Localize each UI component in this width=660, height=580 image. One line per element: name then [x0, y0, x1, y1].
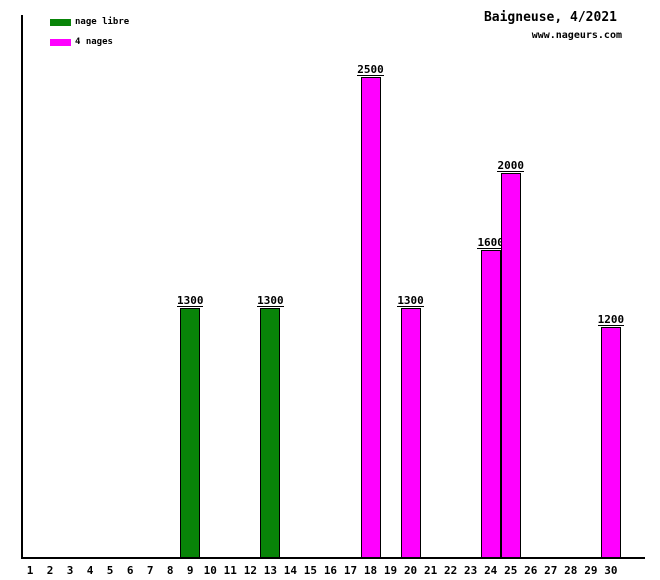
chart-website-link[interactable]: www.nageurs.com: [531, 30, 622, 41]
bar-value-label-day-25: 2000: [497, 159, 524, 172]
legend-swatch-nage-libre: [50, 18, 71, 26]
legend-item-4-nages: 4 nages: [50, 37, 113, 47]
bar-value-label-day-13: 1300: [257, 294, 284, 307]
x-tick-label-26: 26: [524, 564, 538, 577]
x-tick-label-4: 4: [86, 564, 94, 577]
legend-label-nage-libre: nage libre: [75, 17, 130, 27]
bar-day-18: [360, 77, 381, 558]
legend-item-nage-libre: nage libre: [50, 17, 129, 27]
x-tick-label-22: 22: [444, 564, 458, 577]
bar-value-label-day-24: 1600: [477, 236, 504, 249]
bar-day-30: [600, 327, 621, 558]
x-tick-label-9: 9: [186, 564, 194, 577]
x-tick-label-11: 11: [223, 564, 237, 577]
bar-day-24: [480, 250, 501, 558]
legend-swatch-4-nages: [50, 38, 71, 46]
x-tick-label-21: 21: [423, 564, 438, 577]
x-tick-label-17: 17: [343, 564, 358, 577]
x-tick-label-27: 27: [544, 564, 558, 577]
x-tick-label-8: 8: [166, 564, 174, 577]
x-tick-label-3: 3: [66, 564, 74, 577]
x-tick-label-16: 16: [323, 564, 338, 577]
x-tick-label-15: 15: [303, 564, 318, 577]
x-tick-label-19: 19: [383, 564, 398, 577]
y-axis-line: [21, 15, 23, 559]
bar-value-label-day-20: 1300: [397, 294, 424, 307]
x-tick-label-5: 5: [106, 564, 114, 577]
x-tick-label-25: 25: [504, 564, 518, 577]
x-tick-label-7: 7: [146, 564, 154, 577]
x-tick-label-23: 23: [464, 564, 478, 577]
bar-day-20: [400, 308, 421, 558]
x-tick-label-6: 6: [126, 564, 134, 577]
x-tick-label-18: 18: [363, 564, 378, 577]
x-axis-line: [21, 557, 645, 559]
x-tick-label-10: 10: [203, 564, 217, 577]
chart-title: Baigneuse, 4/2021: [483, 10, 617, 25]
bar-day-13: [260, 308, 281, 558]
x-tick-label-24: 24: [484, 564, 498, 577]
bar-value-label-day-9: 1300: [176, 294, 204, 307]
bar-day-9: [180, 308, 201, 558]
x-tick-label-28: 28: [564, 564, 578, 577]
x-tick-label-14: 14: [283, 564, 297, 577]
bar-day-25: [500, 173, 521, 558]
x-tick-label-13: 13: [263, 564, 277, 577]
bar-value-label-day-18: 2500: [357, 63, 384, 76]
x-tick-label-29: 29: [584, 564, 598, 577]
legend-label-4-nages: 4 nages: [75, 37, 113, 47]
x-tick-label-30: 30: [604, 564, 618, 577]
x-tick-label-2: 2: [46, 564, 54, 577]
x-tick-label-12: 12: [243, 564, 257, 577]
x-tick-label-20: 20: [403, 564, 418, 577]
bar-value-label-day-30: 1200: [597, 313, 625, 326]
x-tick-label-1: 1: [26, 564, 34, 577]
